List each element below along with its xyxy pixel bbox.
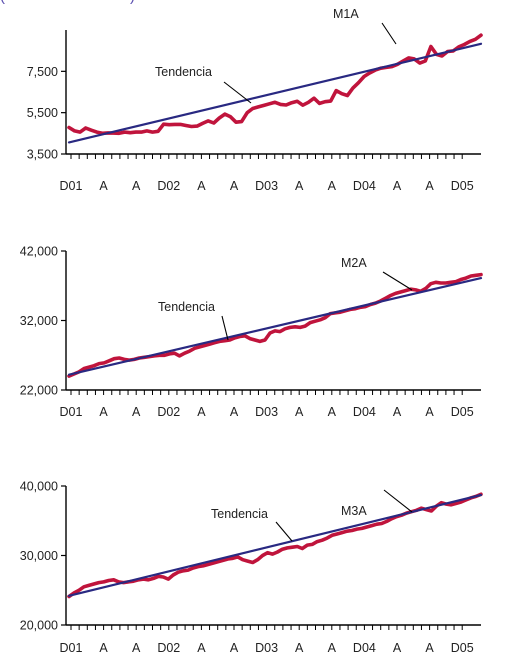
- m3a-x-tick-label: A: [425, 641, 434, 655]
- m3a-x-tick-label: A: [393, 641, 402, 655]
- m1a-annotation-label: M1A: [333, 7, 359, 21]
- m3a-annotation-leader: [383, 489, 413, 513]
- m3a-x-tick-label: D03: [255, 641, 278, 655]
- m3a-y-tick-label: 40,000: [20, 480, 58, 494]
- m1a-annotation-label: Tendencia: [155, 65, 212, 79]
- m3a-x-tick-label: A: [197, 641, 206, 655]
- m3a-trend-overlay: [68, 494, 482, 597]
- m1a-x-tick-label: A: [197, 179, 206, 193]
- m2a-annotation-leader: [382, 271, 413, 291]
- m1a-x-tick-label: D01: [60, 179, 83, 193]
- m3a-annotation-leader: [275, 521, 293, 542]
- m1a-x-tick-label: A: [393, 179, 402, 193]
- m2a-annotation-leader: [221, 315, 229, 341]
- m2a-x-tick-label: A: [99, 405, 108, 419]
- m1a-annotation-leader: [381, 22, 397, 45]
- m3a-x-tick-label: A: [328, 641, 337, 655]
- m1a-x-tick-label: A: [132, 179, 141, 193]
- m3a-y-tick-label: 30,000: [20, 549, 58, 563]
- m3a-x-tick-label: D04: [353, 641, 376, 655]
- m2a-x-tick-label: A: [425, 405, 434, 419]
- m3a-x-tick-label: A: [230, 641, 239, 655]
- m1a-x-tick-label: D03: [255, 179, 278, 193]
- m1a-x-tick-label: A: [99, 179, 108, 193]
- m2a-x-tick-label: D05: [451, 405, 474, 419]
- m3a-x-tick-label: D02: [157, 641, 180, 655]
- m1a-x-tick-label: A: [425, 179, 434, 193]
- m2a-x-tick-label: D03: [255, 405, 278, 419]
- m1a-trend-overlay: [68, 43, 482, 143]
- m2a-annotation-label: Tendencia: [158, 300, 215, 314]
- m3a-y-tick-label: 20,000: [20, 619, 58, 633]
- m1a-y-tick-label: 7,500: [27, 65, 58, 79]
- m3a-x-tick-label: D05: [451, 641, 474, 655]
- m3a-x-tick-label: A: [132, 641, 141, 655]
- m2a-trend-overlay: [68, 277, 482, 376]
- m1a-x-tick-label: A: [230, 179, 239, 193]
- m2a-x-tick-label: A: [197, 405, 206, 419]
- m3a-x-tick-label: D01: [60, 641, 83, 655]
- m1a-x-tick-label: D04: [353, 179, 376, 193]
- m2a-y-tick-label: 42,000: [20, 245, 58, 259]
- m1a-x-tick-label: D05: [451, 179, 474, 193]
- m2a-x-tick-label: A: [328, 405, 337, 419]
- m2a-x-tick-label: D02: [157, 405, 180, 419]
- m1a-x-tick-label: A: [295, 179, 304, 193]
- m1a-annotation-leader: [223, 81, 252, 104]
- m2a-x-tick-label: A: [393, 405, 402, 419]
- m3a-annotation-label: Tendencia: [211, 507, 268, 521]
- m3a-x-tick-label: A: [99, 641, 108, 655]
- m1a-x-tick-label: A: [328, 179, 337, 193]
- m2a-annotation-label: M2A: [341, 256, 367, 270]
- m1a-series-line: [67, 33, 483, 136]
- m1a-y-tick-label: 5,500: [27, 106, 58, 120]
- m2a-y-tick-label: 22,000: [20, 384, 58, 398]
- m1a-x-tick-label: D02: [157, 179, 180, 193]
- m2a-x-tick-label: A: [295, 405, 304, 419]
- m3a-x-tick-label: A: [295, 641, 304, 655]
- m2a-x-tick-label: A: [132, 405, 141, 419]
- m2a-x-tick-label: D04: [353, 405, 376, 419]
- m2a-x-tick-label: A: [230, 405, 239, 419]
- m3a-annotation-label: M3A: [341, 504, 367, 518]
- m1a-y-tick-label: 3,500: [27, 148, 58, 162]
- page-title: ( ): [0, 0, 505, 5]
- m2a-x-tick-label: D01: [60, 405, 83, 419]
- m2a-y-tick-label: 32,000: [20, 314, 58, 328]
